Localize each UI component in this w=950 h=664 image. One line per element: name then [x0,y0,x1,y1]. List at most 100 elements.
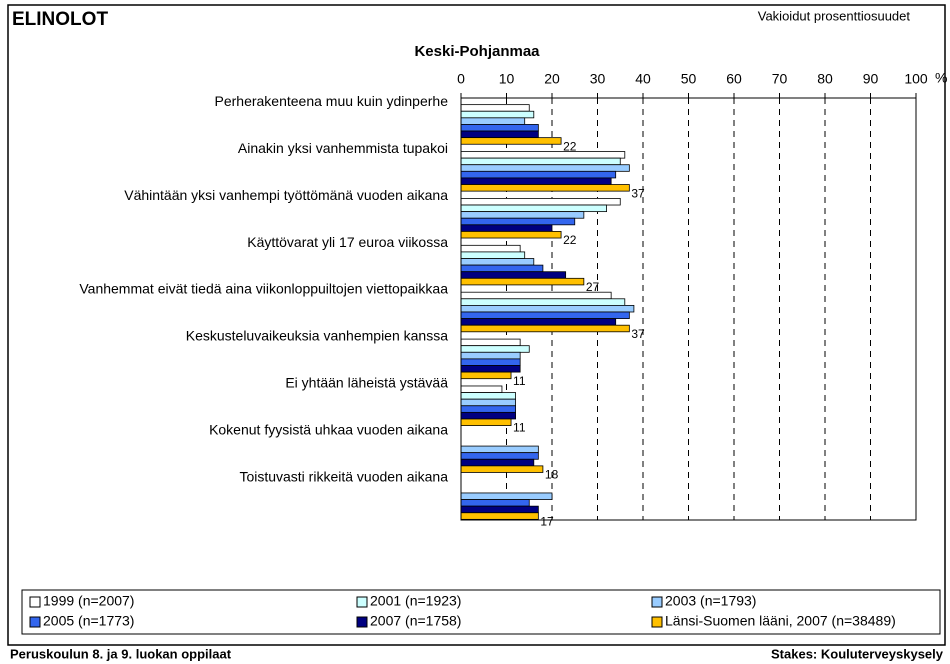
category-label: Kokenut fyysistä uhkaa vuoden aikana [209,421,448,437]
legend-label: 2001 (n=1923) [370,593,461,609]
legend-label: 2005 (n=1773) [43,613,134,629]
bar [460,338,521,347]
bar [460,405,516,413]
footer-left: Peruskoulun 8. ja 9. luokan oppilaat [10,646,232,661]
bar [460,371,512,380]
bar [460,512,539,520]
x-tick-label: 30 [590,71,606,87]
bar [460,211,585,219]
bar [460,231,562,239]
bar [460,264,544,273]
category-label: Ainakin yksi vanhemmista tupakoi [238,140,448,156]
bar [460,277,585,286]
bar [460,358,521,366]
data-label: 37 [631,186,645,200]
legend-swatch [29,616,41,628]
bar [460,351,521,360]
footer-right: Stakes: Kouluterveyskysely [771,646,944,661]
data-label: 11 [513,421,526,435]
bar [460,311,630,319]
x-tick-label: 80 [817,71,833,87]
bar [460,452,539,460]
category-label: Perherakenteena muu kuin ydinperhe [215,93,449,109]
bar [460,164,630,172]
bar [460,418,512,426]
legend-label: 1999 (n=2007) [43,593,134,609]
bar [460,137,562,145]
data-label: 22 [563,233,577,247]
legend-swatch [356,596,368,608]
legend-swatch [29,596,41,608]
bar [460,177,612,185]
chart-subtitle: Keski-Pohjanmaa [414,43,540,60]
x-tick-label: 0 [457,71,465,87]
chart-title: ELINOLOT [12,9,108,30]
bar [460,411,516,420]
data-label: 27 [586,280,600,294]
data-label: 11 [513,374,526,388]
x-tick-label: 90 [863,71,879,87]
note: Vakioidut prosenttiosuudet [758,8,911,23]
bar [460,318,617,326]
bar [460,458,535,467]
category-label: Vanhemmat eivät tiedä aina viikonloppuil… [79,281,448,297]
data-label: 37 [631,327,645,341]
bar [460,345,530,353]
bar [460,492,553,500]
category-label: Käyttövarat yli 17 euroa viikossa [247,234,448,250]
bar [460,398,516,407]
bar [460,151,626,159]
bar [460,157,621,166]
category-label: Vähintään yksi vanhempi työttömänä vuode… [124,187,448,203]
bar [460,298,626,306]
category-label: Toistuvasti rikkeitä vuoden aikana [239,468,448,484]
bar [460,217,576,226]
legend-box [21,589,941,635]
bar [460,271,567,279]
bar [460,130,539,139]
legend-swatch [356,616,368,628]
bar [460,365,521,373]
bar [460,198,621,206]
bar [460,304,635,313]
bar [460,204,608,213]
bar [460,291,612,300]
bar [460,499,530,507]
bar [460,505,539,514]
bar [460,385,503,393]
bar [460,104,530,112]
x-tick-label: 20 [544,71,560,87]
legend-swatch [651,616,663,628]
data-label: 22 [563,139,577,153]
x-tick-label: 100 [904,71,928,87]
bar [460,224,553,232]
x-tick-label: 10 [499,71,515,87]
legend-label: 2003 (n=1793) [665,593,756,609]
x-axis-label: % [935,70,947,86]
category-label: Ei yhtään läheistä ystävää [285,374,448,390]
bar [460,184,630,192]
bar [460,258,535,266]
bar [460,392,516,400]
x-tick-label: 70 [772,71,788,87]
bar [460,251,526,259]
data-label: 18 [545,468,559,482]
bar [460,465,544,473]
data-label: 17 [540,515,554,529]
bar [460,170,617,179]
category-label: Keskusteluvaikeuksia vanhempien kanssa [186,328,448,344]
bar [460,124,539,132]
bar [460,324,630,333]
x-tick-label: 60 [726,71,742,87]
bar [460,110,535,119]
bar [460,117,526,125]
frame [7,4,946,646]
legend-label: 2007 (n=1758) [370,613,461,629]
x-tick-label: 40 [635,71,651,87]
x-tick-label: 50 [681,71,697,87]
bar [460,445,539,454]
legend-label: Länsi-Suomen lääni, 2007 (n=38489) [665,613,896,629]
bar [460,244,521,253]
legend-swatch [651,596,663,608]
